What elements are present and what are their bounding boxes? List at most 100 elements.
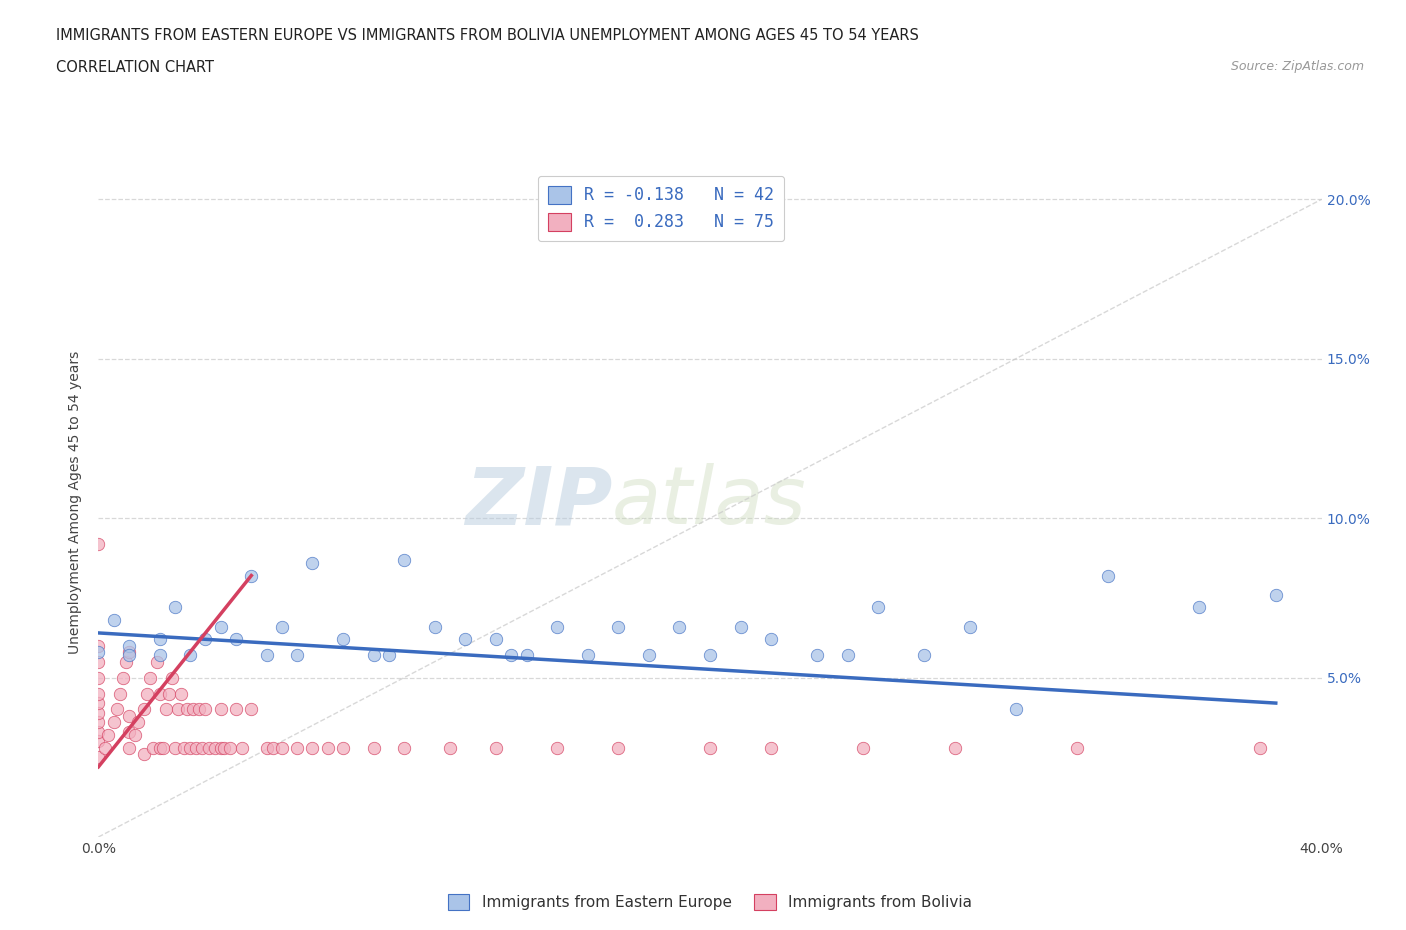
Point (219, 740, 242, 755)
Text: CORRELATION CHART: CORRELATION CHART (56, 60, 214, 75)
Point (332, 740, 354, 755)
Point (392, 552, 416, 567)
Point (285, 648, 308, 663)
Point (181, 702, 204, 717)
Point (118, 740, 141, 755)
Point (149, 740, 172, 755)
Point (118, 724, 141, 739)
Point (197, 740, 219, 755)
Point (87, 671, 110, 685)
Y-axis label: Unemployment Among Ages 45 to 54 years: Unemployment Among Ages 45 to 54 years (69, 351, 83, 654)
Legend: Immigrants from Eastern Europe, Immigrants from Bolivia: Immigrants from Eastern Europe, Immigran… (441, 887, 979, 916)
Point (270, 619, 292, 634)
Point (103, 715, 125, 730)
Text: Source: ZipAtlas.com: Source: ZipAtlas.com (1230, 60, 1364, 73)
Point (97, 727, 120, 742)
Point (87, 750, 110, 764)
Point (546, 619, 568, 634)
Point (87, 654, 110, 669)
Point (868, 600, 890, 615)
Point (699, 648, 721, 663)
Point (231, 740, 253, 755)
Point (959, 619, 981, 634)
Point (607, 740, 630, 755)
Point (607, 619, 630, 634)
Point (1249, 740, 1271, 755)
Point (262, 740, 284, 755)
Point (149, 686, 172, 701)
Point (759, 740, 782, 755)
Point (1066, 740, 1088, 755)
Point (212, 740, 235, 755)
Point (149, 648, 172, 663)
Point (301, 740, 323, 755)
Point (155, 702, 177, 717)
Point (285, 740, 308, 755)
Point (160, 671, 183, 685)
Point (439, 740, 461, 755)
Point (87, 696, 110, 711)
Text: ZIP: ZIP (465, 463, 612, 541)
Point (240, 702, 263, 717)
Point (637, 648, 661, 663)
Point (87, 638, 110, 653)
Point (270, 740, 292, 755)
Point (136, 686, 159, 701)
Point (209, 740, 232, 755)
Point (730, 619, 752, 634)
Point (111, 671, 134, 685)
Point (188, 702, 211, 717)
Point (142, 740, 165, 755)
Point (170, 686, 193, 701)
Point (806, 648, 828, 663)
Point (124, 727, 146, 742)
Point (1097, 568, 1119, 583)
Point (301, 555, 323, 570)
Point (546, 740, 568, 755)
Point (204, 740, 226, 755)
Point (176, 702, 198, 717)
Point (134, 702, 156, 717)
Point (145, 654, 167, 669)
Text: atlas: atlas (612, 463, 807, 541)
Point (240, 568, 263, 583)
Point (118, 638, 141, 653)
Point (332, 631, 354, 646)
Point (87, 715, 110, 730)
Point (173, 740, 195, 755)
Point (115, 654, 138, 669)
Point (852, 740, 875, 755)
Point (392, 740, 416, 755)
Point (516, 648, 538, 663)
Point (668, 619, 690, 634)
Point (943, 740, 966, 755)
Point (485, 740, 508, 755)
Point (191, 740, 214, 755)
Point (378, 648, 401, 663)
Point (163, 740, 186, 755)
Point (194, 631, 217, 646)
Point (454, 631, 477, 646)
Point (1188, 600, 1211, 615)
Point (485, 631, 508, 646)
Point (139, 671, 162, 685)
Point (103, 613, 125, 628)
Point (167, 702, 190, 717)
Point (108, 686, 131, 701)
Text: IMMIGRANTS FROM EASTERN EUROPE VS IMMIGRANTS FROM BOLIVIA UNEMPLOYMENT AMONG AGE: IMMIGRANTS FROM EASTERN EUROPE VS IMMIGR… (56, 28, 920, 43)
Point (209, 702, 232, 717)
Point (118, 648, 141, 663)
Point (225, 631, 247, 646)
Point (87, 644, 110, 659)
Point (127, 715, 149, 730)
Point (837, 648, 859, 663)
Point (576, 648, 599, 663)
Point (363, 648, 385, 663)
Point (179, 740, 201, 755)
Point (149, 631, 172, 646)
Point (186, 740, 208, 755)
Point (87, 537, 110, 551)
Point (134, 747, 156, 762)
Point (912, 648, 935, 663)
Point (118, 709, 141, 724)
